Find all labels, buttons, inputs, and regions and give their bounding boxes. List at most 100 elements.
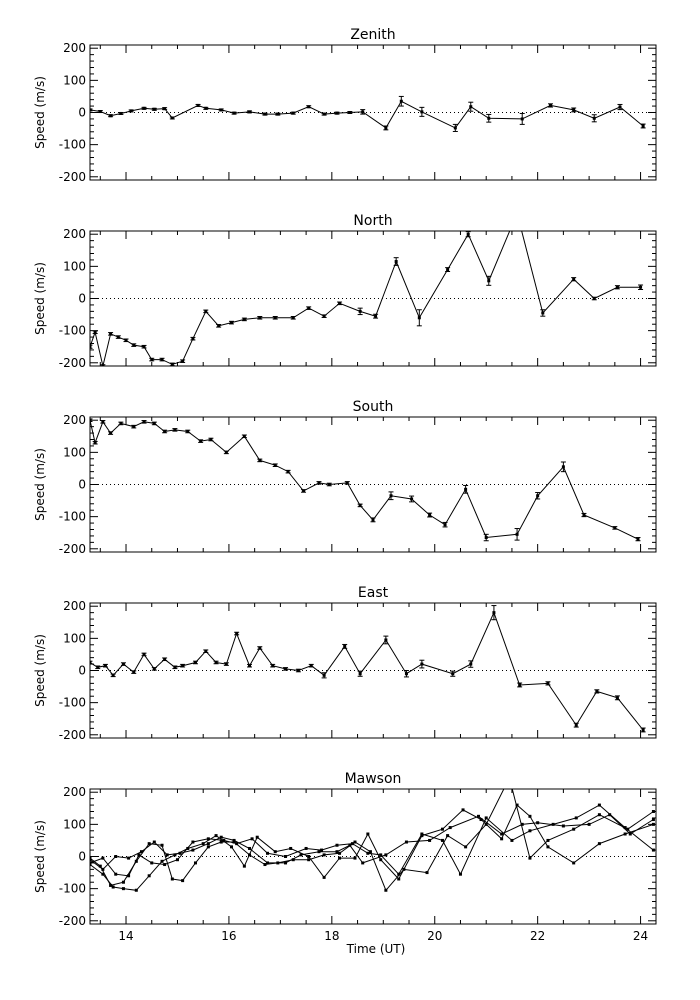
x-tick-label: 16 xyxy=(221,929,236,943)
data-point xyxy=(150,861,154,865)
data-point xyxy=(299,853,303,857)
data-point xyxy=(626,827,630,831)
data-point xyxy=(528,829,532,833)
data-point xyxy=(178,851,182,855)
data-point xyxy=(335,850,339,854)
data-point xyxy=(402,867,406,871)
x-tick-label: 18 xyxy=(324,929,339,943)
data-point xyxy=(440,838,444,842)
data-point xyxy=(397,872,401,876)
y-tick-label: 200 xyxy=(63,413,86,427)
data-point xyxy=(90,418,92,422)
data-point xyxy=(101,867,105,871)
data-point xyxy=(284,861,288,865)
data-point xyxy=(219,835,223,839)
y-tick-label: 0 xyxy=(78,478,86,492)
data-point xyxy=(127,856,131,860)
y-tick-label: 0 xyxy=(78,664,86,678)
data-point xyxy=(90,858,92,862)
series-line-1 xyxy=(90,420,639,540)
data-point xyxy=(425,871,429,875)
data-point xyxy=(597,803,601,807)
y-tick-label: -200 xyxy=(59,914,86,928)
data-point xyxy=(284,855,288,858)
data-point xyxy=(353,856,357,860)
y-tick-label: -100 xyxy=(59,324,86,338)
data-point xyxy=(114,872,118,876)
data-point xyxy=(248,853,252,857)
data-point xyxy=(121,887,125,891)
data-point xyxy=(232,840,236,844)
data-point xyxy=(322,875,326,879)
data-point xyxy=(250,837,254,841)
series-line-3 xyxy=(90,804,654,891)
y-axis-label: Speed (m/s) xyxy=(33,820,47,893)
data-point xyxy=(165,853,169,857)
y-tick-label: 200 xyxy=(63,599,86,613)
data-point xyxy=(397,877,401,881)
data-point xyxy=(420,834,424,838)
data-point xyxy=(520,822,524,826)
data-point xyxy=(572,861,576,865)
data-point xyxy=(121,880,125,884)
panel-north: North 200 100 0 -100 -200 Speed (m/s) xyxy=(33,213,657,370)
x-tick-label: 22 xyxy=(530,929,545,943)
panel-mawson: Mawson 200 100 0 -100 -200 14 16 18 20 22 24 Speed (… xyxy=(33,771,657,943)
y-tick-label: 200 xyxy=(63,41,86,55)
data-point xyxy=(515,803,519,807)
data-point xyxy=(276,861,280,865)
panel-south: South 200 100 0 -100 -200 Speed (m/s) xyxy=(33,399,657,556)
series-group xyxy=(90,605,646,733)
data-point xyxy=(551,822,555,826)
data-point xyxy=(191,848,195,852)
y-tick-label: 100 xyxy=(63,445,86,459)
data-point xyxy=(320,848,324,852)
series-line-2 xyxy=(90,804,654,877)
data-point xyxy=(546,838,550,842)
data-point xyxy=(307,858,311,862)
data-point xyxy=(361,861,365,865)
data-point xyxy=(651,848,655,852)
data-point xyxy=(181,879,185,883)
data-point xyxy=(127,874,131,878)
data-point xyxy=(101,856,105,860)
data-point xyxy=(173,853,177,857)
data-point xyxy=(379,858,383,862)
y-tick-label: 200 xyxy=(63,785,86,799)
data-point xyxy=(528,814,532,818)
data-point xyxy=(476,814,480,818)
panel-title: Zenith xyxy=(350,27,395,43)
data-point xyxy=(628,832,632,836)
data-point xyxy=(90,660,92,664)
data-point xyxy=(170,877,174,881)
data-point xyxy=(446,834,450,838)
data-point xyxy=(147,842,151,846)
y-tick-label: -100 xyxy=(59,696,86,710)
data-point xyxy=(561,824,565,828)
data-point xyxy=(448,826,452,830)
y-tick-label: 0 xyxy=(78,292,86,306)
data-point xyxy=(214,834,218,838)
series-line-1 xyxy=(90,611,644,731)
data-point xyxy=(322,853,326,857)
data-point xyxy=(219,840,223,844)
y-tick-label: -200 xyxy=(59,728,86,742)
data-point xyxy=(510,838,514,842)
data-point xyxy=(404,840,408,844)
data-point xyxy=(193,861,197,865)
data-point xyxy=(379,853,383,857)
data-point xyxy=(335,843,339,847)
y-axis-label: Speed (m/s) xyxy=(33,76,47,149)
data-point xyxy=(461,808,465,812)
panel-zenith: Zenith 200 100 0 -100 -200 Speed (m/s) xyxy=(33,27,657,184)
data-point xyxy=(546,845,550,849)
panel-title: South xyxy=(353,399,394,415)
y-axis-label: Speed (m/s) xyxy=(33,262,47,335)
x-tick-label: 20 xyxy=(427,929,442,943)
y-tick-label: 100 xyxy=(63,817,86,831)
data-point xyxy=(230,845,233,849)
data-point xyxy=(464,845,468,849)
y-tick-label: -200 xyxy=(59,356,86,370)
data-point xyxy=(160,843,164,847)
data-point xyxy=(232,838,236,842)
